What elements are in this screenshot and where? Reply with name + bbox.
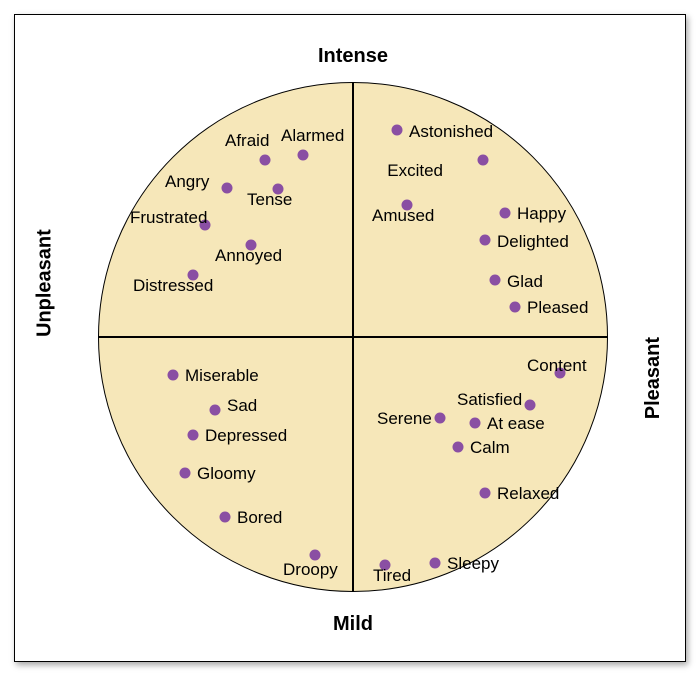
emotion-label: Distressed: [133, 277, 213, 294]
emotion-dot: [470, 418, 481, 429]
emotion-dot: [188, 430, 199, 441]
emotion-dot: [480, 235, 491, 246]
emotion-label: Content: [527, 357, 587, 374]
emotion-label: Sad: [227, 397, 257, 414]
emotion-dot: [435, 413, 446, 424]
emotion-label: Gloomy: [197, 465, 256, 482]
emotion-label: Glad: [507, 273, 543, 290]
circumplex-plot: Intense Mild Unpleasant Pleasant Alarmed Afra…: [15, 15, 685, 661]
emotion-label: Miserable: [185, 367, 259, 384]
emotion-dot: [453, 442, 464, 453]
emotion-dot: [510, 302, 521, 313]
emotion-label: Astonished: [409, 123, 493, 140]
emotion-label: Alarmed: [281, 127, 344, 144]
emotion-dot: [220, 512, 231, 523]
emotion-dot: [222, 183, 233, 194]
axis-label-left: Unpleasant: [34, 229, 57, 337]
emotion-label: At ease: [487, 415, 545, 432]
emotion-label: Angry: [165, 173, 209, 190]
emotion-label: Delighted: [497, 233, 569, 250]
emotion-label: Happy: [517, 205, 566, 222]
emotion-label: Depressed: [205, 427, 287, 444]
emotion-dot: [392, 125, 403, 136]
emotion-dot: [500, 208, 511, 219]
emotion-label: Tense: [247, 191, 292, 208]
emotion-label: Serene: [377, 410, 432, 427]
axis-label-bottom: Mild: [333, 613, 373, 636]
emotion-dot: [430, 558, 441, 569]
emotion-label: Pleased: [527, 299, 588, 316]
emotion-dot: [490, 275, 501, 286]
emotion-label: Frustrated: [130, 209, 207, 226]
diagram-frame: Intense Mild Unpleasant Pleasant Alarmed Afra…: [14, 14, 686, 662]
emotion-label: Excited: [387, 162, 443, 179]
emotion-dot: [310, 550, 321, 561]
emotion-label: Satisfied: [457, 391, 522, 408]
emotion-label: Relaxed: [497, 485, 559, 502]
emotion-dot: [260, 155, 271, 166]
emotion-dot: [180, 468, 191, 479]
emotion-dot: [168, 370, 179, 381]
emotion-dot: [525, 400, 536, 411]
emotion-label: Annoyed: [215, 247, 282, 264]
emotion-label: Droopy: [283, 561, 338, 578]
emotion-dot: [298, 150, 309, 161]
emotion-dot: [480, 488, 491, 499]
emotion-label: Calm: [470, 439, 510, 456]
emotion-dot: [478, 155, 489, 166]
emotion-label: Afraid: [225, 132, 269, 149]
emotion-label: Sleepy: [447, 555, 499, 572]
emotion-label: Bored: [237, 509, 282, 526]
emotion-label: Tired: [373, 567, 411, 584]
axis-vertical: [352, 82, 354, 592]
emotion-dot: [210, 405, 221, 416]
emotion-label: Amused: [372, 207, 434, 224]
axis-label-right: Pleasant: [642, 337, 665, 419]
axis-label-top: Intense: [318, 45, 388, 68]
